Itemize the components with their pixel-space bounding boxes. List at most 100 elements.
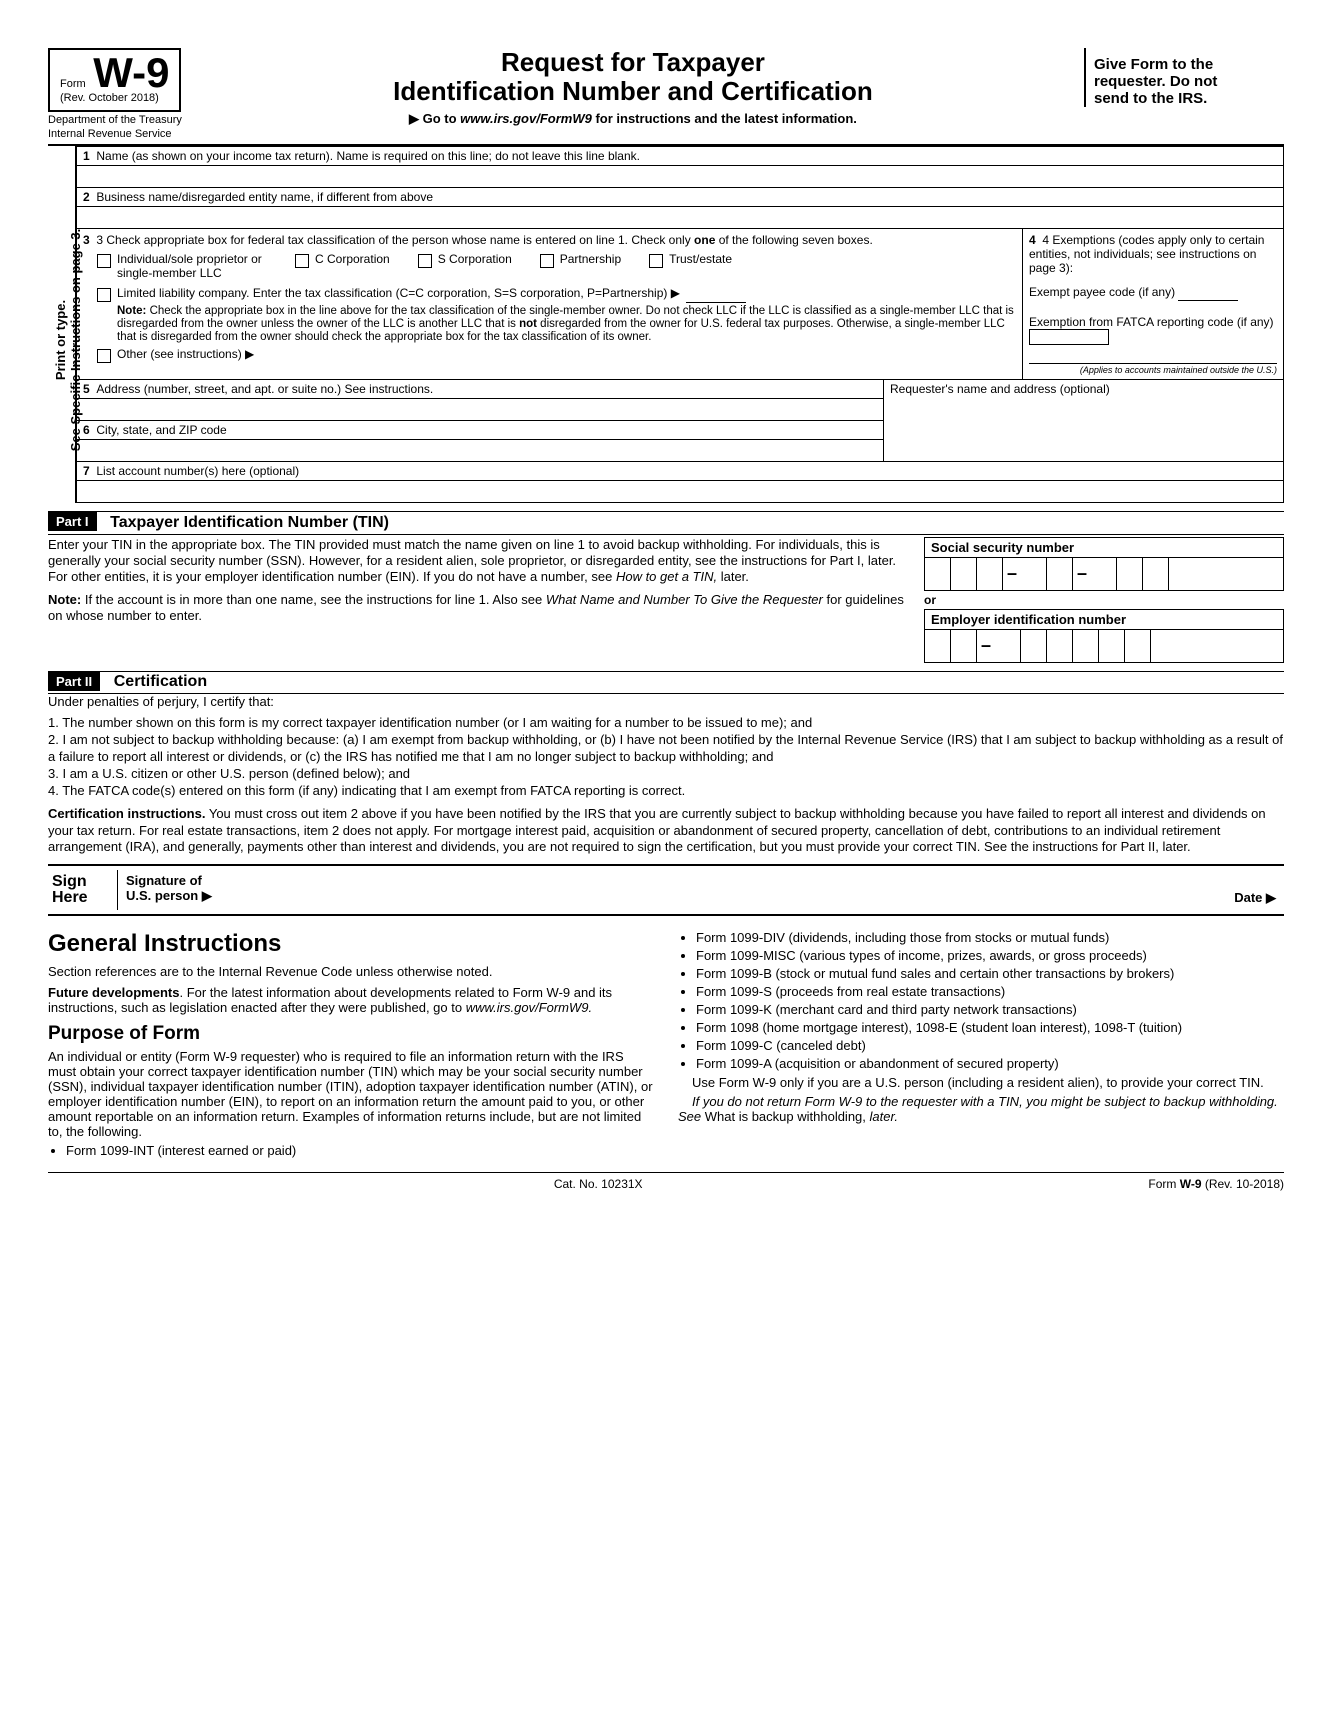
goto-line: ▶ Go to www.irs.gov/FormW9 for instructi…: [192, 111, 1074, 127]
purpose-heading: Purpose of Form: [48, 1023, 654, 1045]
line6-text: City, state, and ZIP code: [96, 423, 226, 437]
general-instructions-heading: General Instructions: [48, 930, 654, 958]
certification-block: Under penalties of perjury, I certify th…: [48, 694, 1284, 856]
tin-text-end: later.: [717, 569, 749, 584]
cb-other-label: Other (see instructions) ▶: [117, 348, 254, 362]
header-left-block: Form W-9 (Rev. October 2018) Department …: [48, 48, 182, 140]
line5-input[interactable]: [77, 398, 883, 420]
cb-trust[interactable]: Trust/estate: [649, 253, 732, 268]
tin-note-text: If the account is in more than one name,…: [81, 592, 546, 607]
footer-form: Form W-9 (Rev. 10-2018): [1148, 1177, 1284, 1191]
us-person-text: U.S. person ▶: [126, 888, 212, 903]
line4-right: 4 4 Exemptions (codes apply only to cert…: [1023, 229, 1283, 379]
future-url: www.irs.gov/FormW9.: [466, 1000, 592, 1015]
side-label-container: Print or type.See Specific Instructions …: [48, 146, 76, 503]
cert-under: Under penalties of perjury, I certify th…: [48, 694, 1284, 711]
dept-treasury: Department of the Treasury: [48, 114, 182, 126]
ein-input[interactable]: –: [924, 629, 1284, 663]
form-label: Form: [60, 78, 86, 90]
line3-left: 3 3 Check appropriate box for federal ta…: [77, 229, 1023, 379]
cb-other[interactable]: Other (see instructions) ▶: [97, 348, 1016, 363]
line7-row: 7 List account number(s) here (optional): [76, 462, 1284, 503]
cert-item4: The FATCA code(s) entered on this form (…: [62, 783, 685, 798]
instr-p1: Section references are to the Internal R…: [48, 964, 654, 979]
tin-text: Enter your TIN in the appropriate box. T…: [48, 537, 916, 663]
part1-title: Taxpayer Identification Number (TIN): [100, 514, 389, 532]
future-dev: Future developments. For the latest info…: [48, 985, 654, 1015]
date-label: Date ▶: [1226, 886, 1284, 910]
llc-class-input[interactable]: [686, 287, 746, 303]
cb-individual[interactable]: Individual/sole proprietor or single-mem…: [97, 253, 267, 281]
bullet-1099-misc: Form 1099-MISC (various types of income,…: [696, 948, 1284, 963]
cert-item2: I am not subject to backup withholding b…: [48, 732, 1283, 764]
cb-llc-label: Limited liability company. Enter the tax…: [117, 287, 680, 301]
use-w9-text: Use Form W-9 only if you are a U.S. pers…: [678, 1075, 1284, 1090]
fatca-input[interactable]: [1029, 329, 1109, 345]
signature-of: Signature ofU.S. person ▶: [118, 870, 220, 910]
form-number: W-9: [93, 56, 169, 90]
line4-heading: 4 4 Exemptions (codes apply only to cert…: [1029, 233, 1277, 275]
cat-number: Cat. No. 10231X: [554, 1177, 643, 1191]
bullet-1099-b: Form 1099-B (stock or mutual fund sales …: [696, 966, 1284, 981]
cb-ccorp[interactable]: C Corporation: [295, 253, 390, 268]
instructions-section: General Instructions Section references …: [48, 926, 1284, 1162]
line1-input[interactable]: [77, 165, 1283, 187]
goto-suffix: for instructions and the latest informat…: [592, 111, 857, 126]
line4-heading-text: 4 Exemptions (codes apply only to certai…: [1029, 233, 1264, 275]
cb-scorp[interactable]: S Corporation: [418, 253, 512, 268]
tin-text-italic: How to get a TIN,: [616, 569, 717, 584]
instructions-left: General Instructions Section references …: [48, 926, 654, 1162]
line5-text: Address (number, street, and apt. or sui…: [96, 382, 433, 396]
title-line2: Identification Number and Certification: [192, 77, 1074, 106]
bullet-1099-c: Form 1099-C (canceled debt): [696, 1038, 1284, 1053]
part2-header-row: Part II Certification: [48, 671, 1284, 695]
ein-label: Employer identification number: [924, 609, 1284, 629]
purpose-text: An individual or entity (Form W-9 reques…: [48, 1049, 654, 1139]
give-form-line1: Give Form to the: [1094, 56, 1213, 73]
line7-input[interactable]: [77, 480, 1283, 502]
line6-label: 6 City, state, and ZIP code: [77, 420, 883, 439]
cb-partnership[interactable]: Partnership: [540, 253, 621, 268]
tin-boxes: Social security number – – or Employer i…: [924, 537, 1284, 663]
tin-note-bold: Note:: [48, 592, 81, 607]
line5-row: 5 Address (number, street, and apt. or s…: [76, 380, 1284, 462]
part1-label: Part I: [48, 512, 97, 531]
ssn-label: Social security number: [924, 537, 1284, 557]
exempt-payee-input[interactable]: [1178, 285, 1238, 301]
line6-input[interactable]: [77, 439, 883, 461]
footer-form-rev: (Rev. 10-2018): [1202, 1177, 1284, 1191]
exempt-payee-row: Exempt payee code (if any): [1029, 285, 1277, 301]
goto-url: www.irs.gov/FormW9: [460, 111, 592, 126]
cb-ccorp-label: C Corporation: [315, 253, 390, 267]
line1-row: 1 Name (as shown on your income tax retu…: [76, 146, 1284, 188]
cb-trust-label: Trust/estate: [669, 253, 732, 267]
cb-llc[interactable]: Limited liability company. Enter the tax…: [97, 287, 1016, 303]
page: Form W-9 (Rev. October 2018) Department …: [0, 0, 1332, 1201]
bullet-1099-int: Form 1099-INT (interest earned or paid): [66, 1143, 654, 1158]
llc-note-bold: Note:: [117, 305, 146, 317]
fatca-row: Exemption from FATCA reporting code (if …: [1029, 315, 1277, 345]
bullet-1099-a: Form 1099-A (acquisition or abandonment …: [696, 1056, 1284, 1071]
line3-4-row: 3 3 Check appropriate box for federal ta…: [76, 229, 1284, 380]
ssn-input[interactable]: – –: [924, 557, 1284, 591]
llc-note: Note: Check the appropriate box in the l…: [117, 305, 1016, 345]
bullet-1099-s: Form 1099-S (proceeds from real estate t…: [696, 984, 1284, 999]
bullet-1099-div: Form 1099-DIV (dividends, including thos…: [696, 930, 1284, 945]
tin-note-italic: What Name and Number To Give the Request…: [546, 592, 823, 607]
sig-of-text: Signature of: [126, 873, 202, 888]
revision-date: (Rev. October 2018): [60, 92, 169, 104]
sign-row: SignHere Signature ofU.S. person ▶ Date …: [48, 864, 1284, 916]
footer-form-text: Form: [1148, 1177, 1179, 1191]
cert-instr-bold: Certification instructions.: [48, 806, 205, 821]
give-form-line3: send to the IRS.: [1094, 90, 1207, 107]
sign-here-label: SignHere: [48, 870, 118, 910]
goto-prefix: ▶ Go to: [409, 111, 460, 126]
instructions-right: Form 1099-DIV (dividends, including thos…: [678, 926, 1284, 1162]
line3-prompt-b: one: [694, 233, 715, 247]
cert-item1: The number shown on this form is my corr…: [62, 715, 812, 730]
line3-prompt-a: 3 Check appropriate box for federal tax …: [96, 233, 694, 247]
side-label-text: Print or type.See Specific Instructions …: [53, 200, 83, 480]
line2-input[interactable]: [77, 206, 1283, 228]
cert-instr-text: You must cross out item 2 above if you h…: [48, 806, 1266, 855]
line7-text: List account number(s) here (optional): [96, 464, 299, 478]
